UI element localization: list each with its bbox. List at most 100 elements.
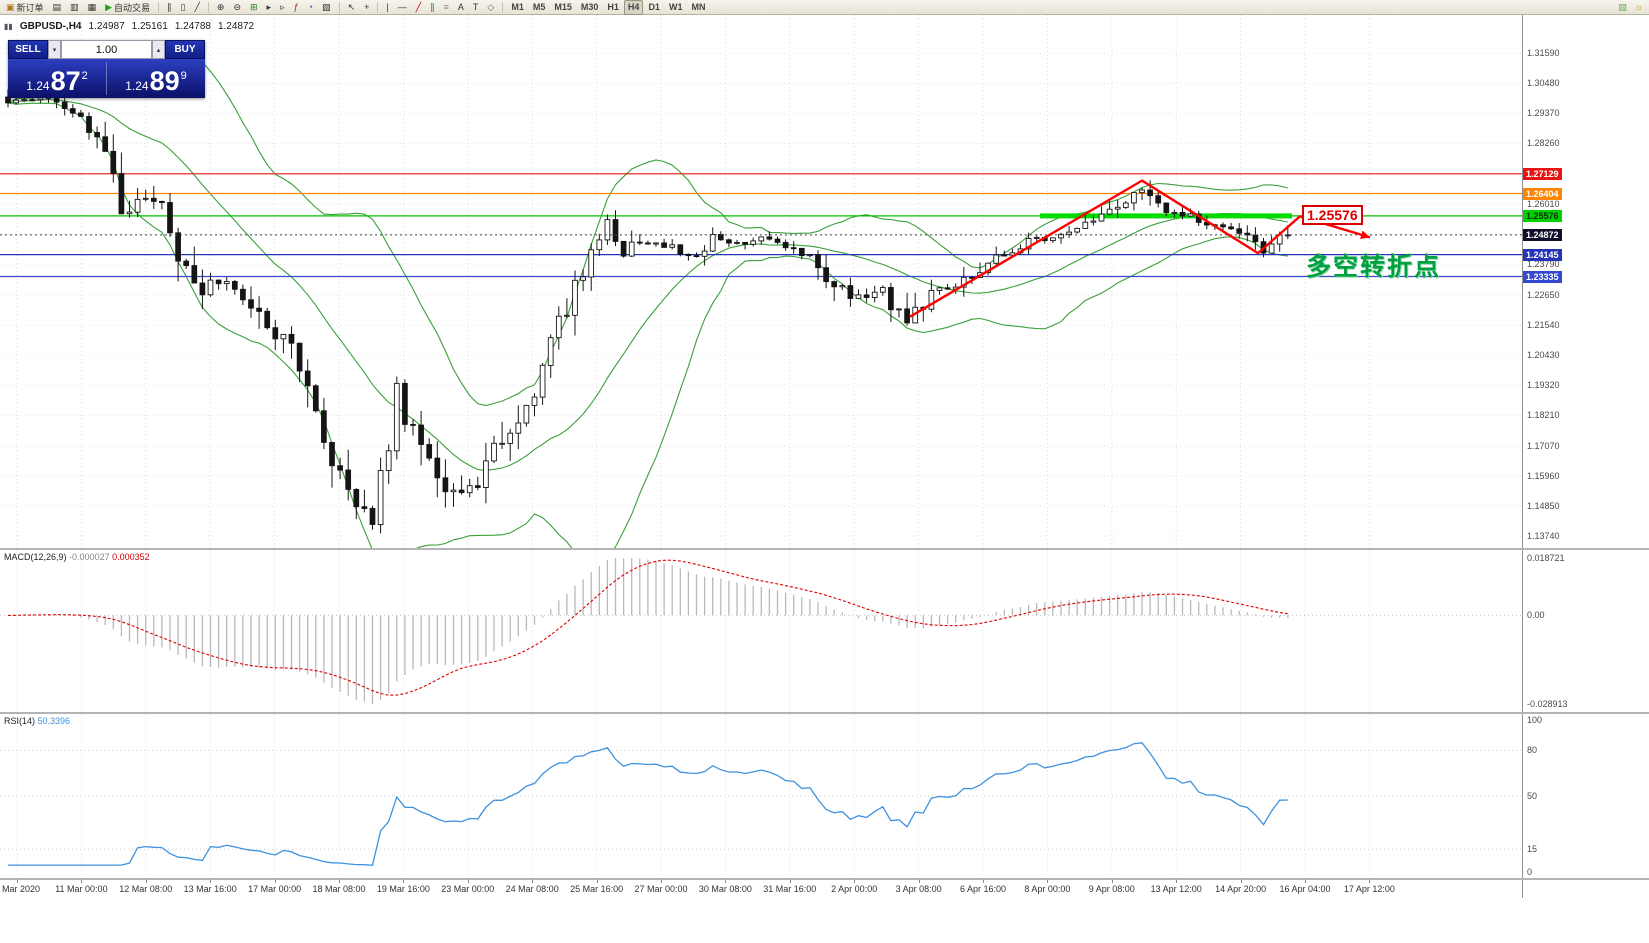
time-tick [339, 880, 340, 883]
price-tick: 1.30480 [1527, 78, 1560, 89]
time-tick [467, 880, 469, 883]
time-label: 8 Apr 00:00 [1024, 884, 1071, 894]
time-tick [274, 880, 276, 883]
line-chart-button[interactable]: ╱ [190, 0, 203, 15]
time-tick [1047, 880, 1049, 883]
chart-window-button-icon: ▤ [52, 1, 62, 12]
macd-panel[interactable] [0, 550, 1522, 712]
time-tick [983, 880, 984, 883]
timeframe-MN[interactable]: MN [691, 2, 706, 12]
price-tag: 1.25576 [1523, 209, 1562, 222]
timeframe-M5[interactable]: M5 [532, 2, 546, 12]
timeframe-D1[interactable]: D1 [648, 2, 660, 12]
macd-scale-min: -0.028913 [1527, 699, 1568, 709]
chart-shift-button-icon: ▹ [280, 1, 285, 12]
vline-button-icon: | [386, 1, 389, 12]
price-tag: 1.27129 [1523, 167, 1562, 180]
time-tick [789, 880, 791, 883]
channel-button-icon: ∥ [430, 1, 435, 12]
symbol-period: GBPUSD-,H4 [19, 21, 82, 32]
new-order-button[interactable]: ▣ 新订单 [2, 0, 48, 15]
chart-mini-icon: ▮▮ [4, 22, 13, 31]
bar-chart-button-icon: ∥ [167, 1, 172, 12]
terminal-button[interactable]: ▦ [84, 0, 101, 15]
timeframe-H4[interactable]: H4 [623, 0, 644, 15]
tile-windows-button[interactable]: ⊞ [246, 0, 262, 15]
sell-price-prefix: 1.24 [26, 79, 50, 93]
shapes-button[interactable]: ◇ [483, 0, 498, 15]
time-tick [661, 880, 662, 883]
chart-shift-button[interactable]: ▹ [276, 0, 289, 15]
auto-scroll-button[interactable]: ▸ [263, 0, 276, 15]
channel-button[interactable]: ∥ [426, 0, 439, 15]
price-tick: 1.17070 [1527, 441, 1560, 451]
main-price-chart[interactable] [0, 15, 1522, 548]
timeframe-H1[interactable]: H1 [607, 2, 619, 12]
timeframe-W1[interactable]: W1 [668, 2, 683, 12]
profiles-button[interactable]: ▥ [66, 0, 83, 15]
macd-label: MACD(12,26,9) -0.000027 0.000352 [4, 552, 150, 562]
one-click-trading-widget: SELL ▾ ▴ BUY 1.24 87 2 1.24 89 9 [8, 40, 205, 98]
buy-price[interactable]: 1.24 89 9 [107, 59, 205, 98]
chart-window-button[interactable]: ▤ [49, 0, 66, 15]
rsi-scale: 80 [1527, 745, 1538, 756]
text-button[interactable]: A [454, 0, 468, 15]
time-label: 11 Mar 00:00 [55, 884, 108, 894]
time-label: Mar 2020 [2, 884, 41, 894]
time-tick [1176, 880, 1178, 883]
zoom-in-button[interactable]: ⊕ [213, 0, 229, 15]
panel-splitter[interactable] [0, 712, 1649, 714]
terminal-button-icon: ▦ [87, 1, 97, 12]
bollinger-bands [7, 50, 1288, 548]
trendline-button[interactable]: ╱ [412, 0, 425, 15]
zoom-out-button-icon: ⊖ [233, 1, 241, 12]
main-toolbar: ▣ 新订单 ▤ ▥ ▦ ▶ 自动交易 ∥ ▯ ╱ ⊕ ⊖ ⊞ ▸ ▹ ƒ ◔ ▨ ↖ + | — ╱ ∥ ≡ A T ◇ M1 M5 M15… [0, 0, 1649, 15]
help-button[interactable]: ☼ [1631, 0, 1647, 15]
indicators-button[interactable]: ƒ [290, 0, 303, 15]
rsi-panel[interactable] [0, 714, 1522, 878]
time-tick [17, 880, 18, 883]
new-order-button-label: 新订单 [16, 2, 44, 13]
panel-splitter[interactable] [0, 548, 1649, 550]
sell-button[interactable]: SELL [8, 40, 48, 59]
bar-chart-button[interactable]: ∥ [163, 0, 176, 15]
rsi-scale: 100 [1527, 715, 1543, 725]
time-tick [145, 880, 147, 883]
toolbar-separator [502, 1, 504, 13]
timeframe-M15[interactable]: M15 [554, 2, 572, 12]
price-tick: 1.21540 [1527, 320, 1560, 331]
periods-button[interactable]: ◔ [304, 0, 317, 15]
templates-button[interactable]: ▨ [318, 0, 335, 15]
macd-histogram [15, 558, 1289, 704]
volume-input[interactable] [61, 40, 152, 59]
crosshair-button[interactable]: + [360, 0, 373, 15]
vline-button[interactable]: | [382, 0, 392, 15]
rsi-label: RSI(14) 50.3396 [4, 716, 71, 726]
turning-point-label[interactable]: 多空转折点 [1306, 253, 1442, 281]
volume-increase-button[interactable]: ▴ [152, 40, 165, 59]
current-price-tag: 1.24872 [1523, 228, 1562, 241]
autotrading-button[interactable]: ▶ 自动交易 [101, 0, 154, 15]
timeframe-M1[interactable]: M1 [511, 2, 524, 12]
templates-button-icon: ▨ [322, 1, 331, 12]
buy-button[interactable]: BUY [165, 40, 205, 59]
rsi-scale: 0 [1527, 867, 1533, 877]
label-button[interactable]: T [469, 0, 483, 15]
crosshair-button-icon: + [364, 1, 370, 12]
window-button[interactable]: ▧ [1614, 0, 1631, 15]
indicators-button-icon: ƒ [293, 1, 299, 12]
time-tick [403, 880, 405, 883]
price-tag: 1.24145 [1523, 248, 1562, 261]
level-price-label[interactable]: 1.25576 [1302, 205, 1363, 225]
cursor-button[interactable]: ↖ [344, 0, 360, 15]
sell-price[interactable]: 1.24 87 2 [8, 59, 106, 98]
timeframe-M30[interactable]: M30 [580, 2, 599, 12]
help-button-icon: ☼ [1634, 1, 1643, 12]
candle-chart-button[interactable]: ▯ [177, 0, 190, 15]
zoom-out-button[interactable]: ⊖ [229, 0, 245, 15]
hline-button[interactable]: — [394, 0, 411, 15]
volume-decrease-button[interactable]: ▾ [48, 40, 61, 59]
trend-zigzag-line[interactable] [909, 179, 1301, 318]
toolbar-separator [377, 1, 379, 13]
fibonacci-button[interactable]: ≡ [440, 0, 453, 15]
